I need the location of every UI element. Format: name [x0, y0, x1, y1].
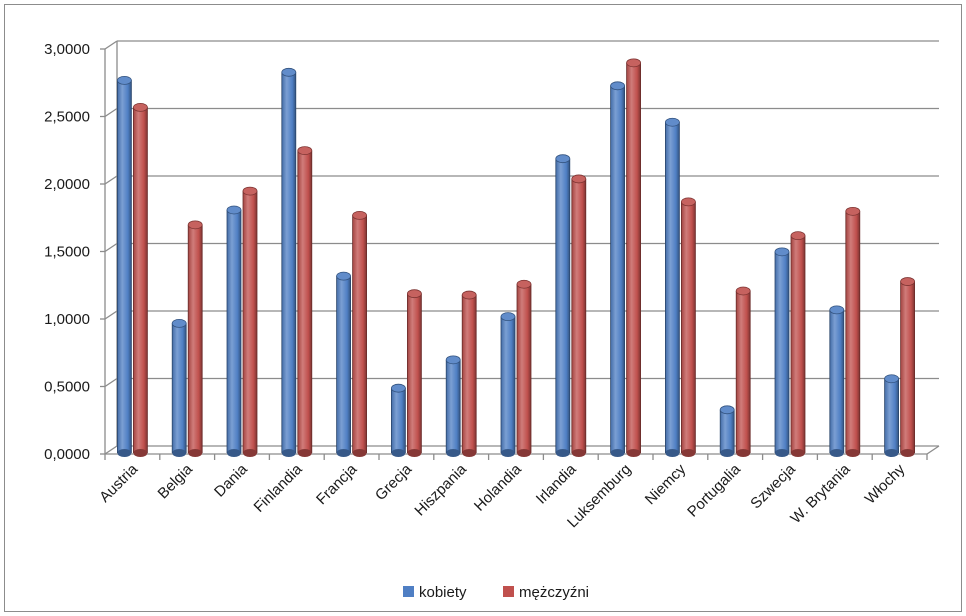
bar-kobiety-W. Brytania — [829, 305, 845, 457]
bars-layer — [117, 58, 915, 457]
bar-mężczyźni-Belgia — [187, 220, 203, 457]
y-tick-labels: 0,0000 0,5000 1,0000 1,5000 2,0000 2,5000 3,00… — [44, 41, 90, 463]
x-tick-label: Dania — [211, 460, 251, 500]
bar-mężczyźni-Holandia — [516, 279, 532, 457]
legend-swatch — [403, 586, 414, 597]
bar-kobiety-Francja — [336, 271, 352, 457]
bar-kobiety-Szwecja — [774, 247, 790, 457]
y-tick-label: 2,5000 — [44, 109, 90, 126]
bar-mężczyźni-Francja — [352, 210, 368, 457]
legend-item-mężczyźni: mężczyźni — [503, 584, 589, 601]
gridline-depth — [104, 445, 118, 455]
bar-kobiety-Włochy — [884, 374, 899, 457]
bar-kobiety-Belgia — [171, 318, 187, 457]
x-tick-label: Szwecja — [747, 460, 799, 512]
x-tick-label: Holandia — [471, 460, 525, 514]
legend-swatch — [503, 586, 514, 597]
x-tick-label: Austria — [96, 460, 141, 505]
y-tick-label: 0,0000 — [44, 446, 90, 463]
gridline-depth — [104, 40, 118, 50]
floor-edge — [926, 445, 940, 455]
bar-mężczyźni-Dania — [242, 186, 258, 457]
bar-mężczyźni-W. Brytania — [845, 206, 861, 457]
bar-mężczyźni-Irlandia — [571, 174, 587, 457]
x-tick-label: W. Brytania — [787, 460, 854, 527]
x-tick-label: Belgia — [155, 460, 197, 502]
bar-mężczyźni-Luksemburg — [626, 58, 641, 457]
bar-kobiety-Austria — [117, 76, 132, 457]
x-tick-label: Niemcy — [642, 460, 690, 508]
bar-kobiety-Luksemburg — [610, 81, 625, 457]
bar-mężczyźni-Szwecja — [790, 231, 806, 457]
y-tick-label: 1,0000 — [44, 311, 90, 328]
bar-kobiety-Portugalia — [719, 405, 735, 457]
legend-label: mężczyźni — [519, 584, 589, 601]
legend-item-kobiety: kobiety — [403, 584, 467, 601]
x-tick-label: Irlandia — [533, 460, 580, 507]
y-tick-label: 3,0000 — [44, 41, 90, 58]
x-tick-label: Finlandia — [251, 460, 307, 516]
y-tick-label: 1,5000 — [44, 244, 90, 261]
bar-kobiety-Niemcy — [665, 117, 680, 457]
gridline-depth — [104, 107, 118, 118]
bar-mężczyźni-Finlandia — [297, 146, 313, 457]
x-tick-label: Portugalia — [684, 460, 744, 520]
y-tick-label: 0,5000 — [44, 379, 90, 396]
bar-mężczyźni-Austria — [132, 103, 148, 457]
legend-label: kobiety — [419, 584, 467, 601]
gridline-depth — [104, 310, 118, 320]
y-tick-label: 2,0000 — [44, 176, 90, 193]
bar-mężczyźni-Włochy — [900, 277, 915, 457]
bar-mężczyźni-Portugalia — [735, 286, 751, 457]
x-tick-label: Francja — [313, 460, 361, 508]
gridline-depth — [104, 175, 118, 185]
x-tick-label: Hiszpania — [411, 460, 470, 519]
x-tick-labels: Austria Belgia Dania Finlandia Francja Grecja… — [96, 460, 909, 531]
bar-kobiety-Holandia — [500, 312, 516, 457]
gridline-depth — [104, 377, 118, 388]
bar-mężczyźni-Hiszpania — [461, 290, 477, 457]
bar-kobiety-Finlandia — [281, 67, 297, 457]
bar-mężczyźni-Grecja — [406, 289, 422, 457]
bar-kobiety-Dania — [226, 205, 242, 457]
bar-kobiety-Irlandia — [555, 154, 571, 457]
bar-kobiety-Hiszpania — [445, 355, 461, 457]
bar-kobiety-Grecja — [390, 383, 406, 457]
legend: kobiety mężczyźni — [403, 584, 589, 601]
x-tick-label: Grecja — [372, 460, 416, 504]
x-tick-label: Włochy — [862, 460, 909, 507]
bar-mężczyźni-Niemcy — [681, 197, 696, 457]
gridline-depth — [104, 242, 118, 253]
